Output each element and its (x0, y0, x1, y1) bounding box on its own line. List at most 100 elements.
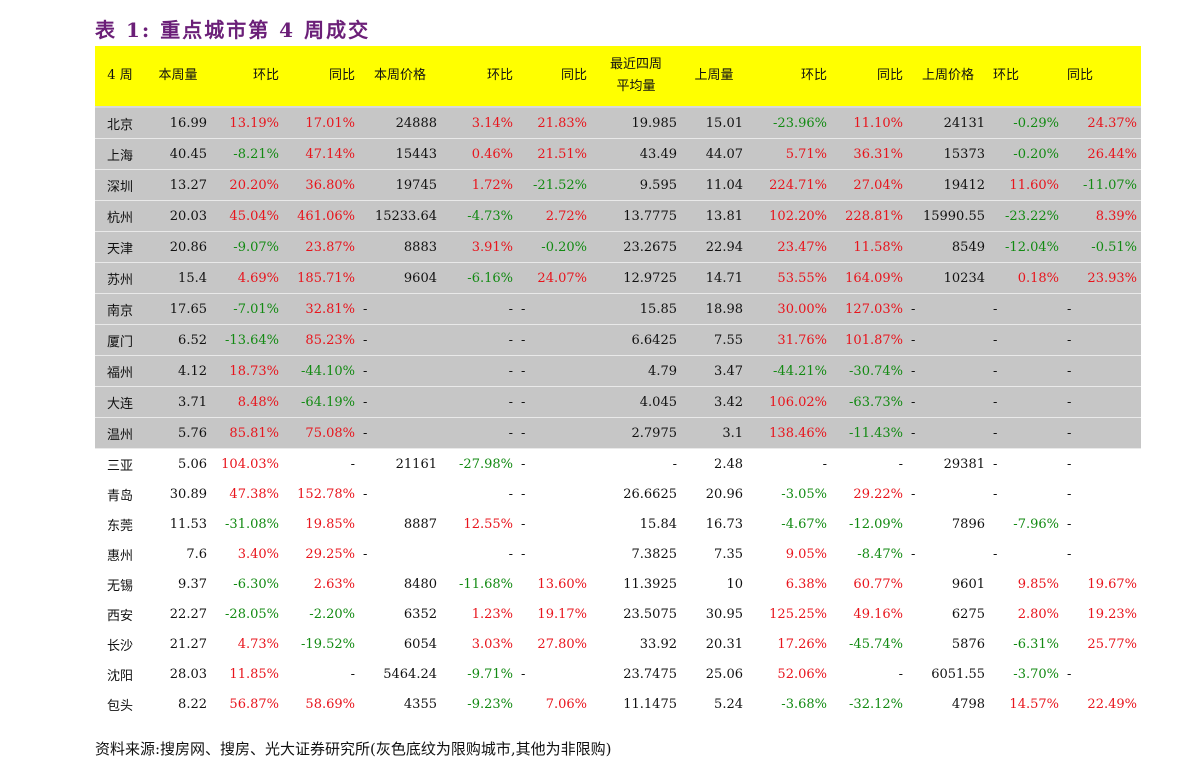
last-price-mom: -0.29% (989, 106, 1063, 139)
four-week-average: 7.3825 (631, 546, 678, 562)
last-price-yoy: - (1067, 516, 1072, 532)
price-yoy: - (521, 516, 526, 532)
last-week-volume: 3.1 (681, 417, 747, 449)
city-transaction-table: 4 周 本周量 环比 同比 本周价格 环比 同比 最近四周 平均量 上周量 环比… (95, 46, 1141, 719)
last-week-volume: 11.04 (681, 169, 747, 201)
volume-mom: 3.40% (237, 546, 279, 562)
four-week-average: 15.85 (591, 293, 681, 325)
volume-mom: -6.30% (233, 576, 279, 592)
table-row: 福州 4.12 18.73% -44.10% - - -4.79 3.47 -44.21% -30… (95, 355, 1141, 387)
table-row: 苏州 15.4 4.69% 185.71% 9604 -6.16% 24.07% 12.972… (95, 262, 1141, 294)
volume-mom: 8.48% (211, 386, 283, 418)
last-price-yoy: -11.07% (1063, 169, 1141, 201)
last-week-price: 9601 (951, 576, 985, 592)
last-price-yoy: - (1067, 486, 1072, 502)
volume-mom: -31.08% (225, 516, 279, 532)
this-week-price: - (359, 324, 441, 356)
price-yoy: - (517, 293, 591, 325)
last-price-mom: -6.31% (1013, 636, 1059, 652)
volume-yoy: 58.69% (305, 696, 355, 712)
price-yoy: 21.83% (517, 106, 591, 139)
last-volume-yoy: 11.58% (831, 231, 907, 263)
col-header-four-week-line2: 平均量 (616, 79, 656, 94)
price-yoy: -0.20% (517, 231, 591, 263)
price-yoy: - (521, 486, 526, 502)
this-week-price: - (363, 486, 368, 502)
last-volume-yoy: -45.74% (849, 636, 903, 652)
volume-yoy: - (350, 666, 355, 682)
last-volume-yoy: -11.43% (831, 417, 907, 449)
last-price-mom: - (993, 486, 998, 502)
volume-yoy: -44.10% (283, 355, 359, 387)
col-header-four-week-average: 最近四周 平均量 (591, 46, 681, 107)
last-volume-mom: -4.67% (781, 516, 827, 532)
table-row: 天津 20.86 -9.07% 23.87% 8883 3.91% -0.20% 23.267… (95, 231, 1141, 263)
volume-mom: 85.81% (211, 417, 283, 449)
city-name: 长沙 (106, 638, 133, 654)
volume-mom: 4.69% (211, 262, 283, 294)
last-volume-mom: 6.38% (785, 576, 827, 592)
price-yoy: 13.60% (537, 576, 587, 592)
price-mom: 3.03% (471, 636, 513, 652)
price-mom: -11.68% (459, 576, 513, 592)
last-price-mom: 11.60% (989, 169, 1063, 201)
this-week-volume: 30.89 (169, 486, 207, 502)
four-week-average: 11.3925 (623, 576, 677, 592)
price-mom: 12.55% (463, 516, 513, 532)
table-row: 厦门 6.52 -13.64% 85.23% - - -6.6425 7.55 31.76% 10… (95, 324, 1141, 356)
table-row: 三亚 5.06 104.03% -21161 -27.98% - -2.48- -29381-… (95, 449, 1141, 480)
four-week-average: 4.79 (591, 355, 681, 387)
last-week-volume: 20.96 (705, 486, 743, 502)
this-week-price: 6054 (403, 636, 437, 652)
volume-mom: -13.64% (211, 324, 283, 356)
last-volume-yoy: 60.77% (853, 576, 903, 592)
last-week-volume: 25.06 (705, 666, 743, 682)
this-week-volume: 13.27 (145, 169, 211, 201)
last-price-mom: - (993, 456, 998, 472)
this-week-price: - (359, 417, 441, 449)
four-week-average: 15.84 (639, 516, 677, 532)
price-mom: - (441, 386, 517, 418)
last-price-mom: - (993, 546, 998, 562)
last-price-mom: - (989, 417, 1063, 449)
table-row: 北京 16.99 13.19% 17.01% 24888 3.14% 21.83% 19.98… (95, 106, 1141, 139)
this-week-volume: 21.27 (169, 636, 207, 652)
last-volume-mom: - (822, 456, 827, 472)
last-volume-mom: 30.00% (747, 293, 831, 325)
last-price-yoy: - (1063, 324, 1141, 356)
four-week-average: 19.985 (591, 106, 681, 139)
col-header-this-week-volume: 本周量 (145, 46, 211, 107)
last-volume-yoy: 27.04% (831, 169, 907, 201)
volume-mom: 56.87% (229, 696, 279, 712)
last-week-price: - (907, 293, 989, 325)
col-header-last-week-price: 上周价格 (907, 46, 989, 107)
last-price-mom: 9.85% (1017, 576, 1059, 592)
this-week-volume: 6.52 (145, 324, 211, 356)
last-price-yoy: 26.44% (1063, 138, 1141, 170)
city-name: 惠州 (106, 548, 133, 564)
table-row: 大连 3.71 8.48% -64.19% - - -4.045 3.42 106.02% -63… (95, 386, 1141, 418)
price-yoy: 2.72% (517, 200, 591, 232)
last-price-yoy: - (1063, 386, 1141, 418)
price-mom: - (508, 546, 513, 562)
last-week-volume: 13.81 (681, 200, 747, 232)
last-volume-mom: 125.25% (769, 606, 827, 622)
four-week-average: 2.7975 (591, 417, 681, 449)
four-week-average: 26.6625 (623, 486, 677, 502)
last-volume-yoy: 127.03% (831, 293, 907, 325)
last-volume-mom: -44.21% (747, 355, 831, 387)
city-name: 三亚 (106, 458, 133, 474)
volume-yoy: - (350, 456, 355, 472)
volume-mom: 18.73% (211, 355, 283, 387)
last-week-price: - (907, 386, 989, 418)
volume-yoy: -19.52% (301, 636, 355, 652)
table-title: 表 1: 重点城市第 4 周成交 (95, 18, 371, 42)
last-volume-mom: -23.96% (747, 106, 831, 139)
last-volume-mom: 9.05% (785, 546, 827, 562)
last-week-price: - (911, 486, 916, 502)
last-price-mom: -3.70% (1013, 666, 1059, 682)
four-week-average: 23.5075 (623, 606, 677, 622)
last-volume-mom: 106.02% (747, 386, 831, 418)
four-week-average: 11.1475 (623, 696, 677, 712)
volume-yoy: -64.19% (283, 386, 359, 418)
